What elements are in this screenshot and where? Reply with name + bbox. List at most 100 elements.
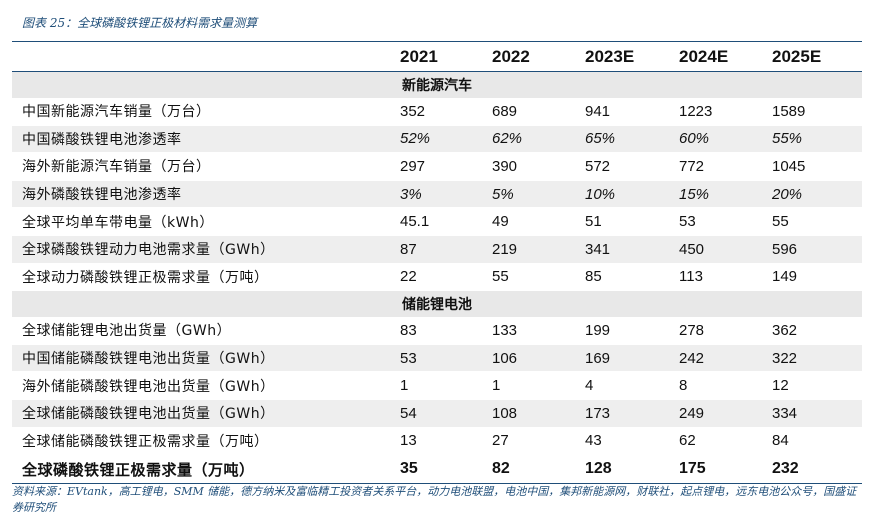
row-value: 1223 xyxy=(679,98,772,126)
total-value: 82 xyxy=(492,454,585,485)
row-value: 10% xyxy=(585,180,679,209)
row-value: 20% xyxy=(772,180,862,209)
row-label: 中国磷酸铁锂电池渗透率 xyxy=(12,125,400,154)
row-value: 362 xyxy=(772,317,862,345)
row-value: 49 xyxy=(492,207,585,236)
row-value: 341 xyxy=(585,235,679,264)
header-cell-2024e: 2024E xyxy=(679,42,772,72)
header-cell-2021: 2021 xyxy=(400,42,492,72)
row-label: 海外新能源汽车销量（万台） xyxy=(12,152,400,181)
row-value: 85 xyxy=(585,263,679,292)
source-note: 资料来源：EVtank，高工锂电，SMM 储能，德方纳米及富临精工投资者关系平台… xyxy=(12,485,857,514)
row-value: 55 xyxy=(492,263,585,292)
table-row: 海外新能源汽车销量（万台） 297 390 572 772 1045 xyxy=(12,152,862,181)
row-value: 173 xyxy=(585,399,679,428)
row-value: 52% xyxy=(400,125,492,154)
section-title: 新能源汽车 xyxy=(12,71,862,98)
header-cell-label xyxy=(12,42,400,72)
section-header-row: 新能源汽车 xyxy=(12,71,862,98)
total-value: 128 xyxy=(585,454,679,485)
demand-table: 2021 2022 2023E 2024E 2025E 新能源汽车 中国新能源汽车… xyxy=(12,42,862,485)
row-value: 55 xyxy=(772,207,862,236)
row-value: 322 xyxy=(772,344,862,373)
row-value: 84 xyxy=(772,427,862,456)
row-value: 941 xyxy=(585,98,679,126)
section-title: 储能锂电池 xyxy=(12,290,862,318)
total-value: 175 xyxy=(679,454,772,485)
row-label: 中国储能磷酸铁锂电池出货量（GWh） xyxy=(12,344,400,373)
row-label: 海外储能磷酸铁锂电池出货量（GWh） xyxy=(12,371,400,400)
row-value: 689 xyxy=(492,98,585,126)
section-header-row: 储能锂电池 xyxy=(12,290,862,318)
row-value: 8 xyxy=(679,371,772,400)
table-row: 中国储能磷酸铁锂电池出货量（GWh） 53 106 169 242 322 xyxy=(12,344,862,373)
row-value: 133 xyxy=(492,317,585,345)
row-value: 13 xyxy=(400,427,492,456)
top-rule xyxy=(12,41,862,42)
row-value: 53 xyxy=(679,207,772,236)
row-value: 108 xyxy=(492,399,585,428)
row-value: 12 xyxy=(772,371,862,400)
table-row: 全球磷酸铁锂动力电池需求量（GWh） 87 219 341 450 596 xyxy=(12,235,862,264)
header-row: 2021 2022 2023E 2024E 2025E xyxy=(12,42,862,72)
row-value: 43 xyxy=(585,427,679,456)
row-value: 1 xyxy=(400,371,492,400)
table-row: 海外磷酸铁锂电池渗透率 3% 5% 10% 15% 20% xyxy=(12,180,862,209)
row-value: 249 xyxy=(679,399,772,428)
row-value: 278 xyxy=(679,317,772,345)
table-row: 中国磷酸铁锂电池渗透率 52% 62% 65% 60% 55% xyxy=(12,125,862,154)
row-value: 1045 xyxy=(772,152,862,181)
row-value: 334 xyxy=(772,399,862,428)
table-row: 全球储能锂电池出货量（GWh） 83 133 199 278 362 xyxy=(12,317,862,345)
row-value: 87 xyxy=(400,235,492,264)
table-row: 全球储能磷酸铁锂电池出货量（GWh） 54 108 173 249 334 xyxy=(12,399,862,428)
row-value: 27 xyxy=(492,427,585,456)
row-label: 全球动力磷酸铁锂正极需求量（万吨） xyxy=(12,263,400,292)
row-label: 全球储能锂电池出货量（GWh） xyxy=(12,317,400,345)
row-value: 83 xyxy=(400,317,492,345)
header-cell-2023e: 2023E xyxy=(585,42,679,72)
row-value: 62% xyxy=(492,125,585,154)
row-value: 62 xyxy=(679,427,772,456)
row-value: 1589 xyxy=(772,98,862,126)
total-value: 232 xyxy=(772,454,862,485)
row-value: 4 xyxy=(585,371,679,400)
row-value: 450 xyxy=(679,235,772,264)
row-label: 全球平均单车带电量（kWh） xyxy=(12,207,400,236)
row-label: 中国新能源汽车销量（万台） xyxy=(12,98,400,126)
total-row: 全球磷酸铁锂正极需求量（万吨） 35 82 128 175 232 xyxy=(12,454,862,485)
row-value: 51 xyxy=(585,207,679,236)
row-value: 1 xyxy=(492,371,585,400)
row-value: 572 xyxy=(585,152,679,181)
row-value: 53 xyxy=(400,344,492,373)
row-value: 596 xyxy=(772,235,862,264)
total-value: 35 xyxy=(400,454,492,485)
row-value: 15% xyxy=(679,180,772,209)
table-body: 新能源汽车 中国新能源汽车销量（万台） 352 689 941 1223 1589 中国磷酸铁… xyxy=(12,71,862,485)
table-row: 海外储能磷酸铁锂电池出货量（GWh） 1 1 4 8 12 xyxy=(12,371,862,400)
row-value: 5% xyxy=(492,180,585,209)
row-value: 352 xyxy=(400,98,492,126)
row-value: 3% xyxy=(400,180,492,209)
row-value: 54 xyxy=(400,399,492,428)
row-value: 45.1 xyxy=(400,207,492,236)
row-value: 106 xyxy=(492,344,585,373)
header-cell-2022: 2022 xyxy=(492,42,585,72)
row-value: 772 xyxy=(679,152,772,181)
table-row: 全球动力磷酸铁锂正极需求量（万吨） 22 55 85 113 149 xyxy=(12,263,862,292)
row-value: 60% xyxy=(679,125,772,154)
table-row: 中国新能源汽车销量（万台） 352 689 941 1223 1589 xyxy=(12,98,862,126)
table-row: 全球储能磷酸铁锂正极需求量（万吨） 13 27 43 62 84 xyxy=(12,427,862,456)
row-value: 169 xyxy=(585,344,679,373)
row-label: 全球储能磷酸铁锂电池出货量（GWh） xyxy=(12,399,400,428)
row-value: 149 xyxy=(772,263,862,292)
row-label: 海外磷酸铁锂电池渗透率 xyxy=(12,180,400,209)
total-label: 全球磷酸铁锂正极需求量（万吨） xyxy=(12,454,400,485)
row-value: 55% xyxy=(772,125,862,154)
row-value: 297 xyxy=(400,152,492,181)
row-value: 390 xyxy=(492,152,585,181)
row-value: 65% xyxy=(585,125,679,154)
row-value: 22 xyxy=(400,263,492,292)
row-label: 全球储能磷酸铁锂正极需求量（万吨） xyxy=(12,427,400,456)
row-value: 199 xyxy=(585,317,679,345)
